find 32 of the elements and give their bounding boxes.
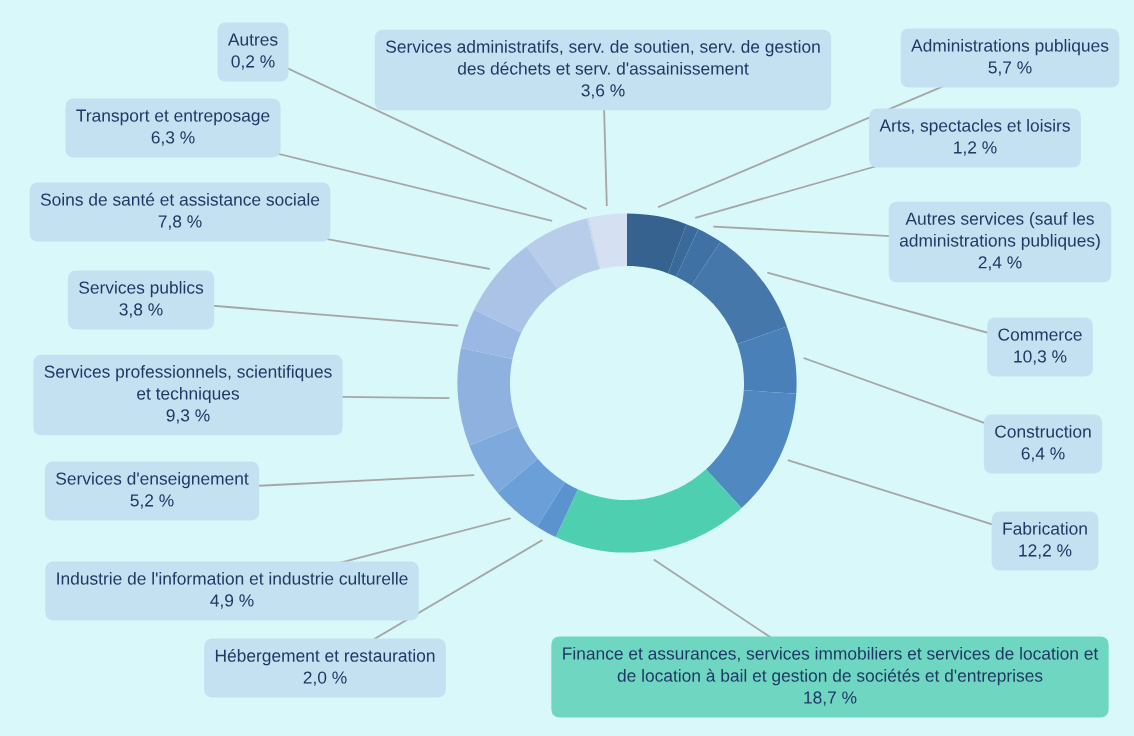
slice-label: Transport et entreposage bbox=[76, 109, 270, 126]
data-label: 2,0 % bbox=[303, 671, 347, 686]
data-label: 9,3 % bbox=[166, 409, 210, 424]
slice-label: Administrations publiques bbox=[911, 38, 1109, 56]
data-label: 10,3 % bbox=[1014, 350, 1067, 365]
slice-label: Industrie de l'information et industrie culturelle bbox=[57, 571, 408, 585]
data-label: 0,2 % bbox=[231, 55, 275, 70]
data-label: 1,2 % bbox=[954, 141, 997, 156]
slice-label: Finance et assurances, services immobiliers et services de location et de location à bail et gestion de sociétés et d'entreprises bbox=[563, 646, 1099, 686]
slice-label: Autres bbox=[227, 33, 278, 46]
slice-label: Commerce bbox=[998, 328, 1082, 341]
slice-label: Soins de santé et assistance sociale bbox=[40, 192, 320, 206]
data-label: 6,4 % bbox=[1021, 447, 1065, 462]
slice-label: Fabrication bbox=[1003, 521, 1087, 535]
slice-label: Autres services (sauf les administrations publiques) bbox=[899, 212, 1100, 251]
data-label: 7,8 % bbox=[158, 215, 202, 230]
slice-label: Services d'enseignement bbox=[56, 471, 249, 489]
data-label: 3,6 % bbox=[581, 84, 625, 99]
data-label: 6,3 % bbox=[151, 131, 195, 146]
data-label: 18,7 % bbox=[804, 691, 857, 706]
data-label: 3,8 % bbox=[119, 303, 163, 318]
slice-label: Hébergement et restauration bbox=[215, 648, 435, 666]
slice-label: Construction bbox=[995, 424, 1091, 438]
slice-label: Services publics bbox=[79, 280, 204, 298]
data-label: 4,9 % bbox=[210, 594, 254, 609]
data-label: 12,2 % bbox=[1019, 544, 1072, 559]
data-label: 2,4 % bbox=[978, 256, 1022, 271]
slice-label: Services administratifs, serv. de soutien, serv. de gestion des déchets et serv. d'assainissement bbox=[386, 40, 820, 75]
slice-label: Services professionnels, scientifiques et techniques bbox=[44, 365, 332, 404]
data-label: 5,7 % bbox=[988, 61, 1032, 76]
data-label: 5,2 % bbox=[130, 494, 174, 509]
slice-label: Arts, spectacles et loisirs bbox=[879, 118, 1070, 136]
